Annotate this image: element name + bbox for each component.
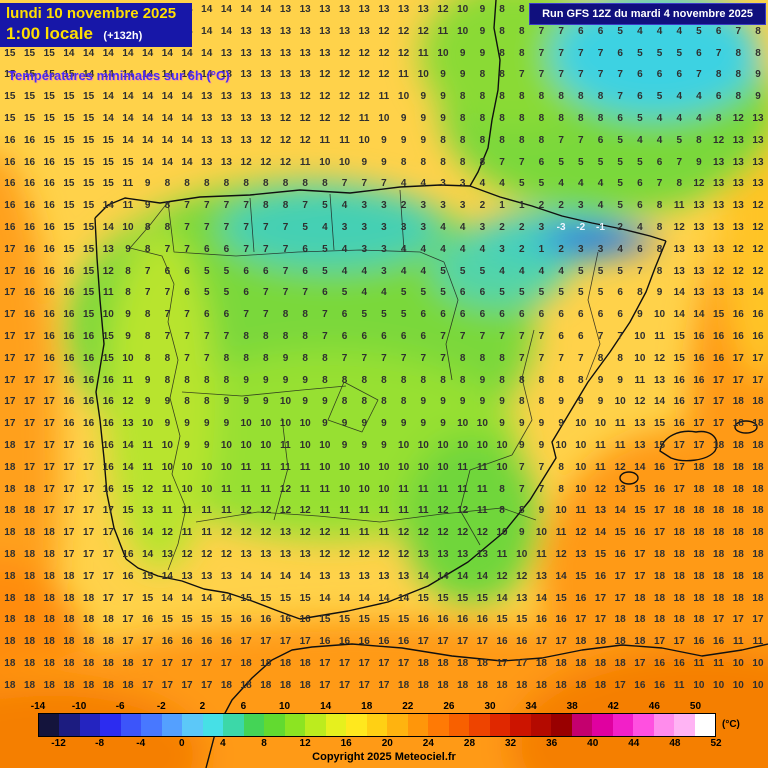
scale-segment: [551, 714, 572, 736]
scale-segment: [223, 714, 244, 736]
scale-tick: 38: [566, 701, 578, 712]
scale-tick: 4: [220, 738, 226, 749]
scale-ticks-top: -14 -10 -6 -2 2 6 10 14 18 22 26 30 34 38 42 46 50: [31, 701, 716, 712]
scale-tick: -6: [115, 701, 125, 712]
scale-tick: 40: [587, 738, 599, 749]
menorca-island: [734, 420, 758, 434]
scale-tick: 6: [240, 701, 247, 712]
valid-time-line: 1:00 locale (+132h): [6, 24, 184, 44]
scale-tick: -14: [30, 701, 46, 712]
copyright-label: Copyright 2025 Meteociel.fr: [312, 751, 456, 763]
scale-segment: [305, 714, 326, 736]
scale-segment: [202, 714, 224, 736]
scale-tick: 0: [179, 738, 185, 749]
scale-segment: [264, 714, 285, 736]
scale-segment: [489, 714, 511, 736]
scale-segment: [592, 714, 613, 736]
unit-label: (°C): [722, 719, 740, 730]
color-scale-bar: [38, 713, 716, 737]
scale-tick: 30: [484, 701, 496, 712]
mallorca-island: [659, 430, 718, 462]
scale-segment: [39, 714, 60, 736]
scale-tick: -8: [95, 738, 105, 749]
scale-segment: [510, 714, 531, 736]
scale-segment: [325, 714, 347, 736]
africa-coastline: [205, 643, 768, 768]
scale-segment: [674, 714, 695, 736]
valid-time-label: 1:00 locale: [6, 24, 93, 43]
scale-segment: [612, 714, 634, 736]
scale-segment: [469, 714, 490, 736]
scale-tick: -12: [51, 738, 66, 749]
ibiza-island: [619, 471, 639, 485]
scale-segment: [653, 714, 675, 736]
scale-tick: 42: [607, 701, 619, 712]
scale-tick: 24: [422, 738, 434, 749]
scale-tick: 10: [278, 701, 291, 712]
scale-segment: [59, 714, 80, 736]
scale-tick: 34: [525, 701, 537, 712]
scale-segment: [366, 714, 388, 736]
scale-segment: [161, 714, 183, 736]
scale-segment: [243, 714, 265, 736]
iberia-coastline: [94, 0, 667, 620]
scale-segment: [284, 714, 306, 736]
forecast-offset-label: (+132h): [103, 30, 143, 42]
scale-segment: [633, 714, 654, 736]
scale-segment: [571, 714, 593, 736]
color-scale-legend: -14 -10 -6 -2 2 6 10 14 18 22 26 30 34 38 42 46 50 -12 -8…: [31, 701, 722, 749]
scale-segment: [387, 714, 408, 736]
scale-tick: 44: [628, 738, 640, 749]
run-banner: Run GFS 12Z du mardi 4 novembre 2025: [529, 3, 766, 25]
scale-segment: [428, 714, 449, 736]
scale-tick: -2: [156, 701, 166, 712]
scale-segment: [346, 714, 367, 736]
admin-borders: [129, 189, 601, 571]
date-banner: lundi 10 novembre 2025 1:00 locale (+132…: [0, 3, 192, 47]
scale-tick: 14: [320, 701, 332, 712]
map-subtitle: Températures minimales sur 6h (°C): [8, 68, 230, 83]
scale-tick: 36: [546, 738, 558, 749]
scale-tick: 22: [402, 701, 414, 712]
scale-tick: 18: [361, 701, 373, 712]
scale-tick: -10: [71, 701, 87, 712]
scale-tick: 12: [299, 738, 311, 749]
scale-segment: [530, 714, 552, 736]
scale-tick: 26: [443, 701, 455, 712]
scale-tick: 16: [340, 738, 352, 749]
scale-segment: [141, 714, 162, 736]
scale-tick: 52: [710, 738, 722, 749]
scale-tick: 48: [669, 738, 681, 749]
scale-ticks-bottom: -12 -8 -4 0 4 8 12 16 20 24 28 32 36 40 44 48 52: [38, 738, 721, 749]
scale-segment: [120, 714, 142, 736]
scale-segment: [694, 714, 715, 736]
scale-tick: 20: [381, 738, 393, 749]
scale-tick: 32: [504, 738, 517, 749]
scale-tick: 50: [689, 701, 702, 712]
scale-tick: -4: [136, 738, 146, 749]
scale-segment: [448, 714, 470, 736]
scale-segment: [182, 714, 203, 736]
scale-tick: 2: [199, 701, 206, 712]
scale-tick: 28: [463, 738, 476, 749]
scale-segment: [407, 714, 429, 736]
coastline-borders: [94, 0, 768, 768]
scale-segment: [79, 714, 101, 736]
scale-segment: [100, 714, 121, 736]
scale-tick: 8: [261, 738, 267, 749]
valid-date-label: lundi 10 novembre 2025: [6, 5, 177, 22]
scale-tick: 46: [648, 701, 660, 712]
